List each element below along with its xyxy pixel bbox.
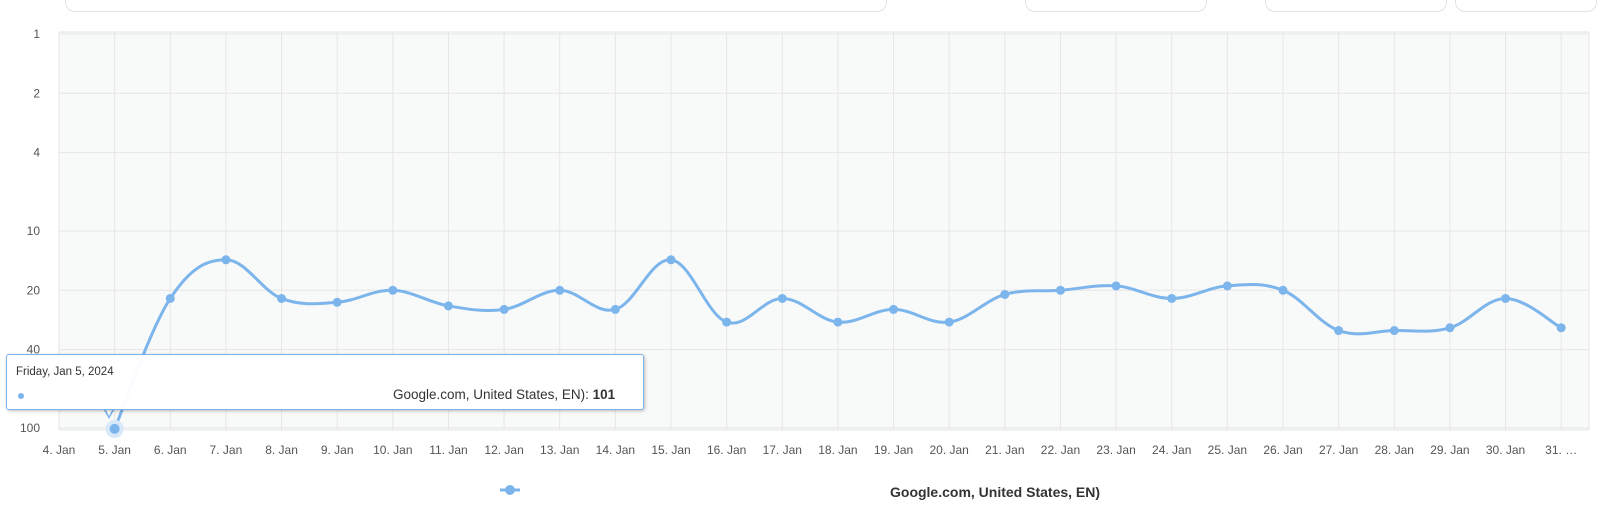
- x-tick-label: 5. Jan: [98, 443, 131, 457]
- x-tick-label: 26. Jan: [1263, 443, 1302, 457]
- x-tick-label: 23. Jan: [1096, 443, 1135, 457]
- x-tick-label: 8. Jan: [265, 443, 298, 457]
- data-point[interactable]: [1055, 285, 1065, 295]
- tooltip-series-line: Google.com, United States, EN): 101: [393, 387, 615, 402]
- data-point[interactable]: [165, 293, 175, 303]
- x-tick-label: 30. Jan: [1486, 443, 1525, 457]
- series-points: [105, 255, 1566, 438]
- x-tick-label: 22. Jan: [1041, 443, 1080, 457]
- y-tick-label: 20: [27, 283, 41, 297]
- x-tick-label: 18. Jan: [818, 443, 857, 457]
- x-tick-label: 12. Jan: [484, 443, 523, 457]
- data-point[interactable]: [1167, 293, 1177, 303]
- legend-symbol[interactable]: [500, 485, 520, 495]
- data-point[interactable]: [105, 419, 124, 438]
- tooltip-date: Friday, Jan 5, 2024: [16, 366, 114, 378]
- x-tick-label: 21. Jan: [985, 443, 1024, 457]
- data-point[interactable]: [1278, 285, 1288, 295]
- data-point[interactable]: [722, 317, 732, 327]
- x-tick-label: 27. Jan: [1319, 443, 1358, 457]
- y-tick-label: 1: [33, 27, 40, 41]
- x-tick-label: 6. Jan: [154, 443, 187, 457]
- x-tick-label: 25. Jan: [1208, 443, 1247, 457]
- data-point[interactable]: [944, 317, 954, 327]
- chart-tooltip: Friday, Jan 5, 2024 Google.com, United S…: [6, 354, 644, 410]
- x-tick-label: 29. Jan: [1430, 443, 1469, 457]
- data-point[interactable]: [388, 285, 398, 295]
- data-point[interactable]: [221, 255, 231, 265]
- data-point[interactable]: [610, 304, 620, 314]
- data-point[interactable]: [833, 317, 843, 327]
- y-tick-label: 2: [33, 86, 40, 100]
- y-tick-label: 4: [33, 146, 40, 160]
- x-tick-label: 4. Jan: [43, 443, 76, 457]
- data-point[interactable]: [499, 304, 509, 314]
- data-point[interactable]: [1445, 323, 1455, 333]
- data-point[interactable]: [666, 255, 676, 265]
- x-tick-label: 11. Jan: [429, 443, 467, 457]
- y-tick-label: 40: [27, 343, 41, 357]
- data-point[interactable]: [1111, 281, 1121, 291]
- data-point[interactable]: [1000, 289, 1010, 299]
- y-tick-label: 10: [27, 224, 41, 238]
- x-tick-label: 31. …: [1545, 443, 1577, 457]
- data-point[interactable]: [1556, 323, 1566, 333]
- x-tick-label: 15. Jan: [651, 443, 690, 457]
- tooltip-arrow-inner: [104, 406, 114, 416]
- x-tick-label: 14. Jan: [596, 443, 635, 457]
- x-tick-label: 13. Jan: [540, 443, 579, 457]
- x-tick-label: 28. Jan: [1375, 443, 1414, 457]
- x-tick-label: 7. Jan: [210, 443, 243, 457]
- data-point[interactable]: [443, 301, 453, 311]
- x-axis-labels: 4. Jan 5. Jan 6. Jan 7. Jan 8. Jan 9. Jan 10. …: [43, 443, 1578, 457]
- data-point[interactable]: [1501, 293, 1511, 303]
- tooltip-value: 101: [592, 387, 616, 402]
- x-tick-label: 24. Jan: [1152, 443, 1191, 457]
- x-tick-label: 19. Jan: [874, 443, 913, 457]
- data-point[interactable]: [1222, 281, 1232, 291]
- data-point[interactable]: [1334, 326, 1344, 336]
- data-point[interactable]: [777, 293, 787, 303]
- tooltip-series-dot: [18, 393, 24, 399]
- data-point[interactable]: [555, 285, 565, 295]
- x-tick-label: 9. Jan: [321, 443, 354, 457]
- y-axis-labels: 1 2 4 10 20 40 100: [20, 27, 40, 435]
- data-point[interactable]: [332, 297, 342, 307]
- x-tick-label: 17. Jan: [763, 443, 802, 457]
- tooltip-series-text: Google.com, United States, EN):: [393, 387, 593, 402]
- legend-item-label[interactable]: Google.com, United States, EN): [890, 484, 1101, 500]
- x-tick-label: 16. Jan: [707, 443, 746, 457]
- data-point[interactable]: [889, 304, 899, 314]
- y-tick-label: 100: [20, 421, 40, 435]
- x-tick-label: 10. Jan: [373, 443, 412, 457]
- x-tick-label: 20. Jan: [929, 443, 968, 457]
- data-point[interactable]: [277, 293, 287, 303]
- data-point[interactable]: [1389, 326, 1399, 336]
